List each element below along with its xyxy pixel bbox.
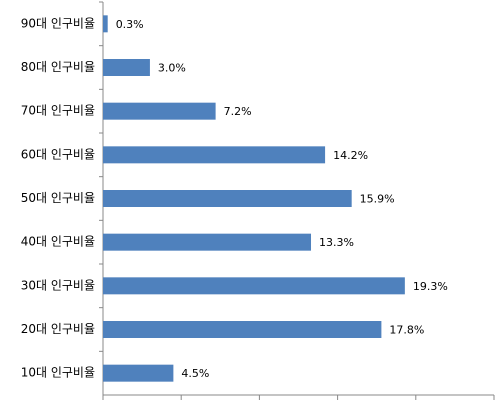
category-label: 70대 인구비율 [21,104,95,118]
bar [103,15,108,33]
bar [103,146,326,164]
category-label: 60대 인구비율 [21,147,95,161]
bar [103,364,174,382]
bar [103,102,216,120]
category-label: 90대 인구비율 [21,16,95,30]
bar [103,277,405,295]
category-label: 80대 인구비율 [21,60,95,74]
value-label: 7.2% [224,105,252,118]
category-label: 30대 인구비율 [21,278,95,292]
value-label: 13.3% [319,236,354,249]
category-label: 10대 인구비율 [21,366,95,380]
value-label: 15.9% [360,193,395,206]
bar [103,59,150,76]
category-label: 40대 인구비율 [21,235,95,249]
bar [103,190,352,207]
value-label: 0.3% [116,18,144,31]
bar [103,233,312,251]
bar [103,321,382,338]
value-label: 17.8% [389,324,424,337]
value-label: 4.5% [181,367,209,380]
value-label: 19.3% [413,280,448,293]
category-label: 50대 인구비율 [21,191,95,205]
value-label: 3.0% [158,62,186,75]
value-label: 14.2% [333,149,368,162]
category-label: 20대 인구비율 [21,322,95,336]
